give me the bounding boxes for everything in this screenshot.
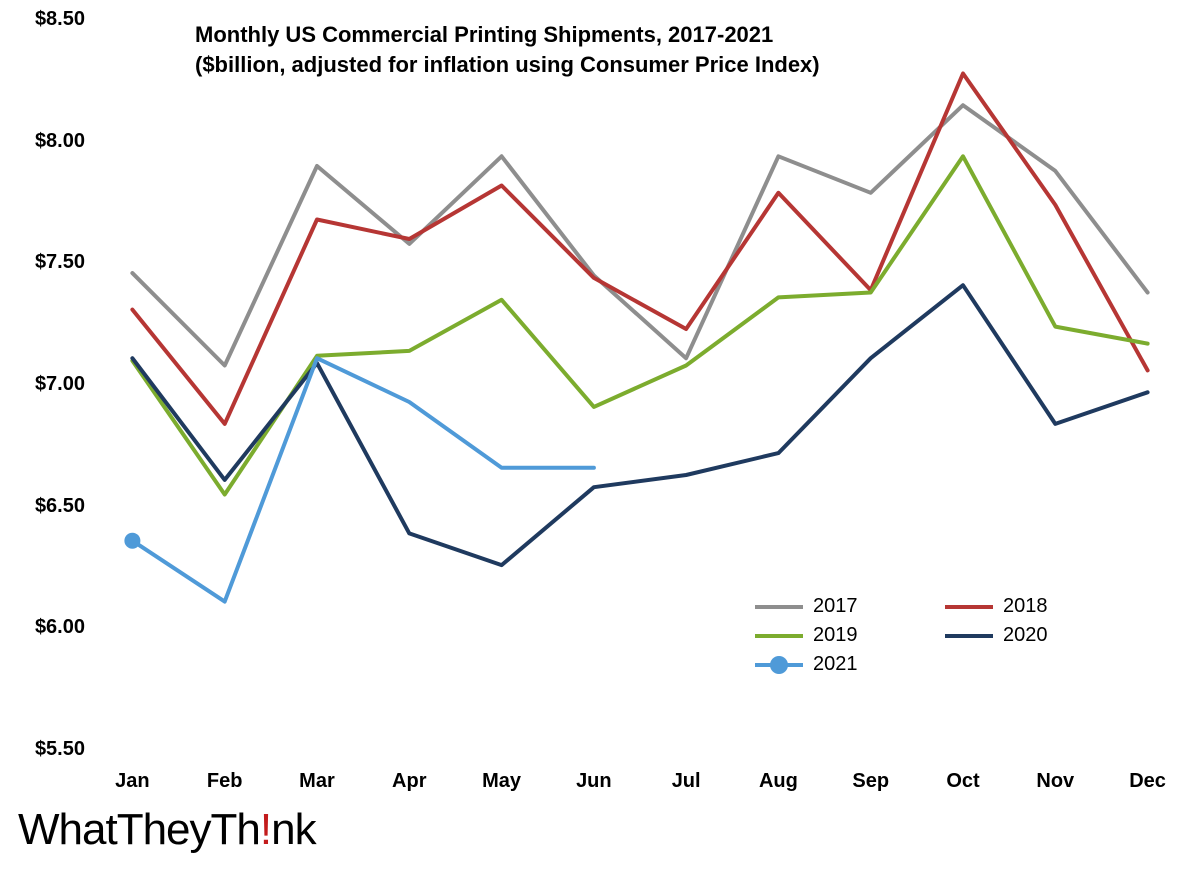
logo-text-after: nk xyxy=(271,805,315,854)
x-tick-label: Jun xyxy=(564,770,624,793)
y-tick-label: $6.50 xyxy=(15,495,85,518)
legend-swatch-2020 xyxy=(945,634,993,638)
x-tick-label: Jan xyxy=(102,770,162,793)
legend: 2017 2018 2019 2020 2021 xyxy=(755,595,1155,682)
legend-label-2019: 2019 xyxy=(813,624,858,647)
legend-item-2018: 2018 xyxy=(945,595,1135,618)
legend-item-2019: 2019 xyxy=(755,624,945,647)
legend-label-2018: 2018 xyxy=(1003,595,1048,618)
x-tick-label: May xyxy=(472,770,532,793)
x-tick-label: Dec xyxy=(1118,770,1178,793)
logo-exclaim-icon: ! xyxy=(260,805,271,855)
y-tick-label: $6.00 xyxy=(15,616,85,639)
series-marker-2021 xyxy=(124,533,140,549)
legend-swatch-2021 xyxy=(755,656,803,674)
x-tick-label: Aug xyxy=(748,770,808,793)
brand-logo: WhatTheyTh!nk xyxy=(18,805,316,855)
y-tick-label: $7.00 xyxy=(15,373,85,396)
series-line-2020 xyxy=(132,285,1147,565)
y-tick-label: $5.50 xyxy=(15,738,85,761)
y-tick-label: $7.50 xyxy=(15,251,85,274)
legend-item-2020: 2020 xyxy=(945,624,1135,647)
legend-swatch-2019 xyxy=(755,634,803,638)
y-tick-label: $8.00 xyxy=(15,130,85,153)
legend-swatch-2017 xyxy=(755,605,803,609)
logo-text-before: WhatTheyTh xyxy=(18,805,260,854)
legend-item-2017: 2017 xyxy=(755,595,945,618)
x-tick-label: Sep xyxy=(841,770,901,793)
y-tick-label: $8.50 xyxy=(15,8,85,31)
x-tick-label: Apr xyxy=(379,770,439,793)
x-tick-label: Feb xyxy=(195,770,255,793)
x-tick-label: Mar xyxy=(287,770,347,793)
series-line-2017 xyxy=(132,105,1147,365)
legend-label-2020: 2020 xyxy=(1003,624,1048,647)
x-tick-label: Nov xyxy=(1025,770,1085,793)
legend-label-2017: 2017 xyxy=(813,595,858,618)
legend-swatch-2018 xyxy=(945,605,993,609)
x-tick-label: Jul xyxy=(656,770,716,793)
legend-label-2021: 2021 xyxy=(813,653,858,676)
legend-item-2021: 2021 xyxy=(755,653,945,676)
chart-container: Monthly US Commercial Printing Shipments… xyxy=(0,0,1200,870)
x-tick-label: Oct xyxy=(933,770,993,793)
